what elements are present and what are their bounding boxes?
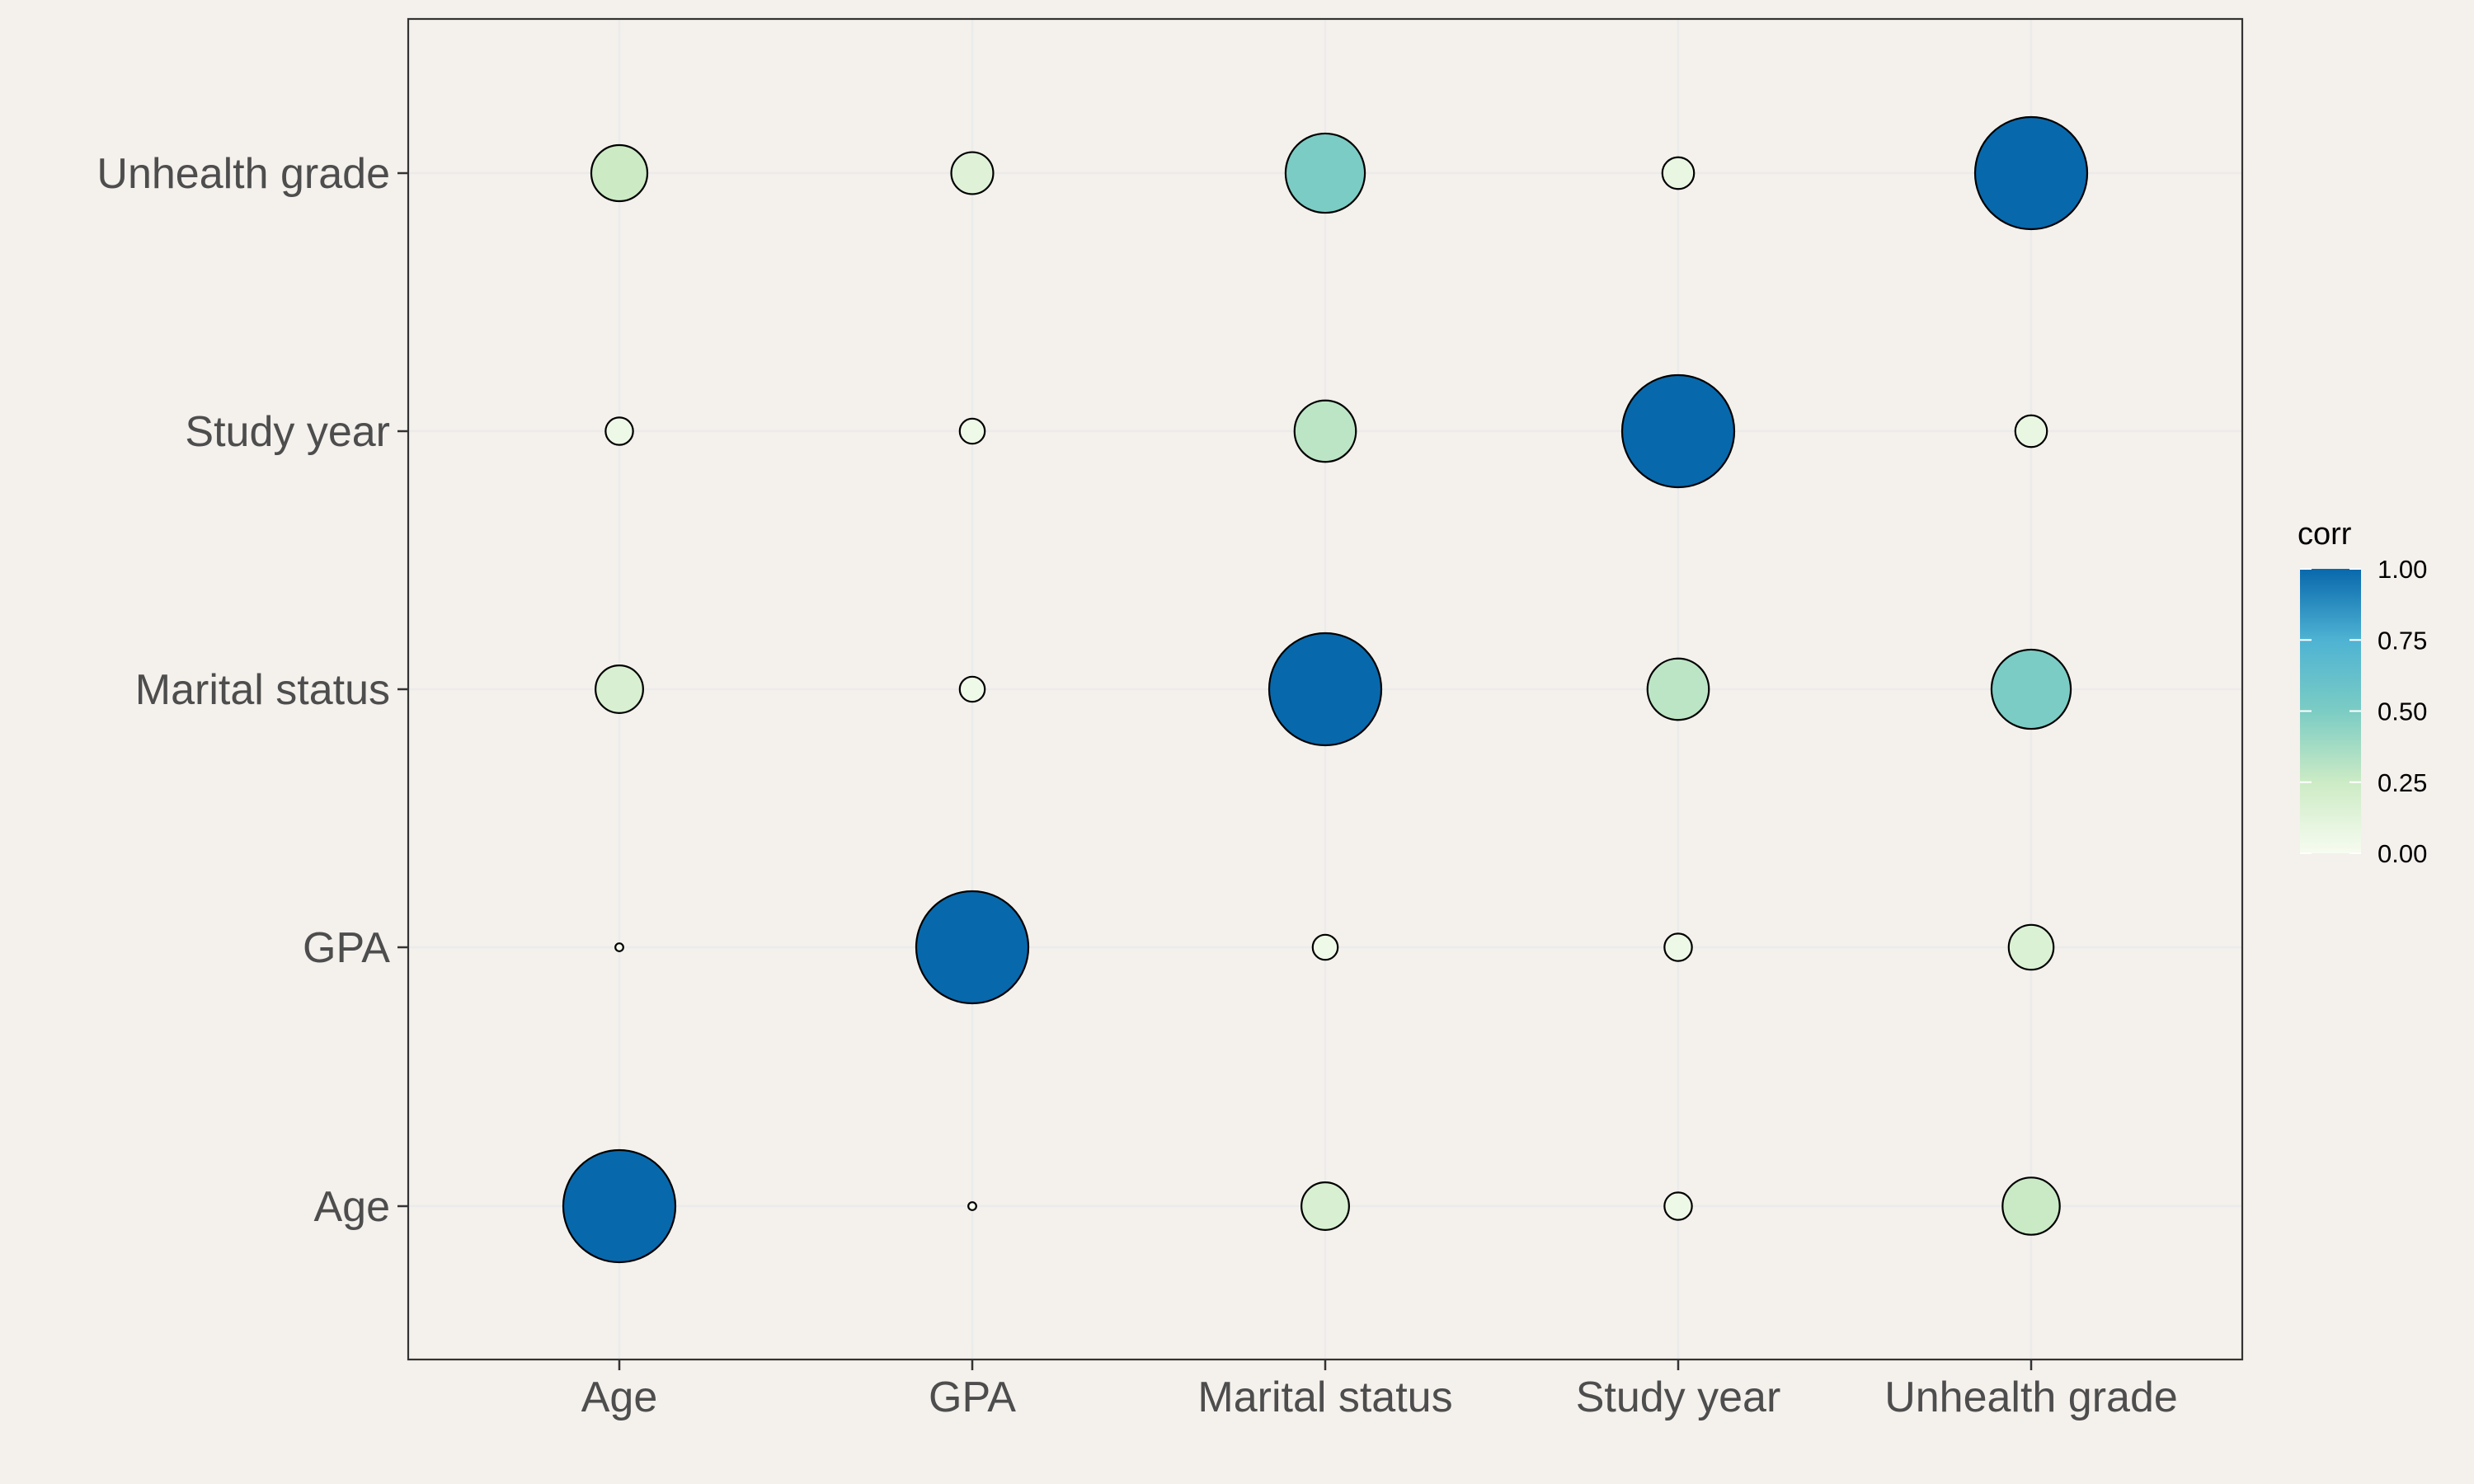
- x-tick-label: Unhealth grade: [1884, 1374, 2178, 1421]
- x-tick-label: Study year: [1576, 1374, 1781, 1421]
- legend-tick-label: 1.00: [2378, 555, 2427, 584]
- bubble-point: [967, 1201, 977, 1211]
- bubble-point: [1284, 132, 1366, 214]
- y-tick-label: Unhealth grade: [96, 150, 390, 198]
- bubble-point: [562, 1148, 677, 1264]
- bubble-point: [1663, 932, 1693, 962]
- bubble-point: [2014, 414, 2048, 448]
- bubble-point: [1663, 1191, 1693, 1221]
- x-tick-label: Marital status: [1197, 1374, 1452, 1421]
- legend-title: corr: [2298, 517, 2352, 552]
- y-tick-label: Age: [313, 1183, 390, 1231]
- bubble-point: [1646, 657, 1710, 721]
- y-tick-label: Study year: [185, 408, 390, 456]
- bubble-point: [1661, 156, 1696, 190]
- bubble-point: [1293, 399, 1357, 463]
- legend-tick-label: 0.75: [2378, 626, 2427, 655]
- axis-labels: Age GPA Marital status Study year Unhealth g…: [96, 150, 2177, 1421]
- bubble-point: [958, 675, 986, 703]
- bubble-point: [1311, 933, 1339, 961]
- bubble-point: [1973, 115, 2089, 231]
- bubble-point: [1300, 1181, 1350, 1231]
- color-legend: corr 0.00 0.25 0.50 0.75 1.00: [2298, 517, 2427, 868]
- bubble-point: [2001, 1176, 2061, 1236]
- x-tick-label: GPA: [929, 1374, 1016, 1421]
- bubble-point: [590, 143, 649, 203]
- bubble-point: [614, 942, 624, 952]
- legend-tick-label: 0.00: [2378, 839, 2427, 868]
- y-tick-label: Marital status: [135, 666, 390, 714]
- bubble-point: [1990, 648, 2072, 730]
- bubble-point: [604, 416, 634, 446]
- bubble-point: [950, 151, 995, 195]
- bubble-point: [1268, 632, 1383, 747]
- legend-tick-label: 0.25: [2378, 768, 2427, 797]
- bubble-point: [915, 890, 1030, 1005]
- bubble-points: [562, 115, 2089, 1264]
- bubble-point: [2007, 923, 2055, 971]
- bubble-point: [1620, 373, 1736, 489]
- legend-tick-label: 0.50: [2378, 697, 2427, 726]
- x-tick-label: Age: [581, 1374, 658, 1421]
- bubble-point: [595, 665, 644, 714]
- y-tick-label: GPA: [303, 924, 390, 972]
- axis-ticks: [397, 171, 2033, 1370]
- bubble-point: [958, 417, 986, 445]
